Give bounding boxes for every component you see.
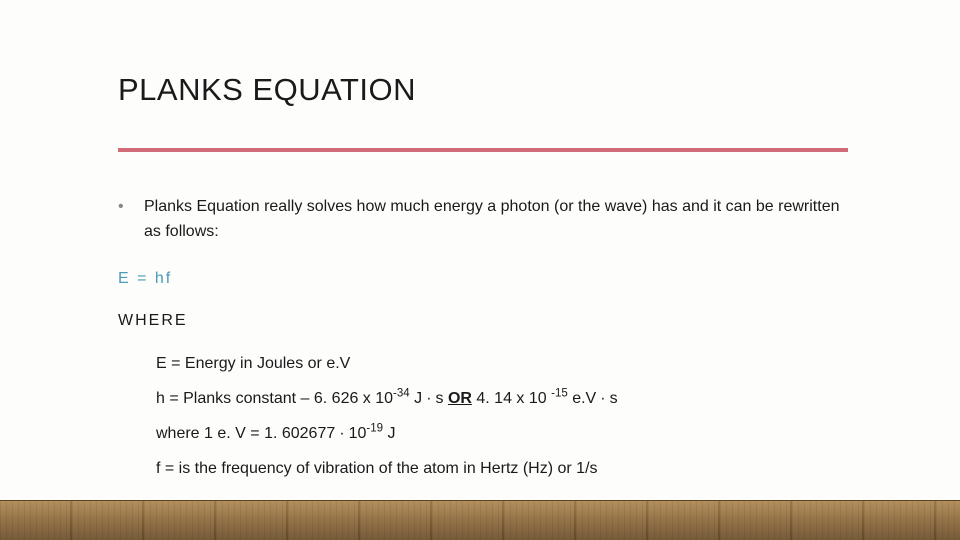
def-h-suffix: e.V ∙ s — [568, 390, 618, 407]
bullet-item: • Planks Equation really solves how much… — [118, 195, 858, 245]
def-e: E = Energy in Joules or e.V — [156, 352, 858, 377]
def-ev: where 1 e. V = 1. 602677 ∙ 10-19 J — [156, 422, 858, 447]
def-f: f = is the frequency of vibration of the… — [156, 457, 858, 482]
def-h-or: OR — [448, 390, 472, 407]
def-h-mid1: J ∙ s — [410, 390, 448, 407]
def-h: h = Planks constant – 6. 626 x 10-34 J ∙… — [156, 387, 858, 412]
slide-title: PLANKS EQUATION — [118, 72, 416, 108]
def-h-prefix: h = Planks constant – 6. 626 x 10 — [156, 390, 393, 407]
slide-content: • Planks Equation really solves how much… — [118, 195, 858, 491]
def-h-sup1: -34 — [393, 388, 410, 400]
where-label: WHERE — [118, 309, 858, 334]
title-divider — [118, 148, 848, 152]
def-h-sup2: -15 — [551, 388, 568, 400]
definitions: E = Energy in Joules or e.V h = Planks c… — [156, 352, 858, 481]
equation: E = hf — [118, 267, 858, 292]
def-ev-prefix: where 1 e. V = 1. 602677 ∙ 10 — [156, 425, 366, 442]
bullet-marker: • — [118, 195, 144, 245]
bullet-text: Planks Equation really solves how much e… — [144, 195, 858, 245]
def-ev-sup: -19 — [366, 422, 383, 434]
def-ev-suffix: J — [383, 425, 395, 442]
wood-floor-decoration — [0, 500, 960, 540]
def-h-mid2: 4. 14 x 10 — [472, 390, 551, 407]
slide: PLANKS EQUATION • Planks Equation really… — [0, 0, 960, 540]
